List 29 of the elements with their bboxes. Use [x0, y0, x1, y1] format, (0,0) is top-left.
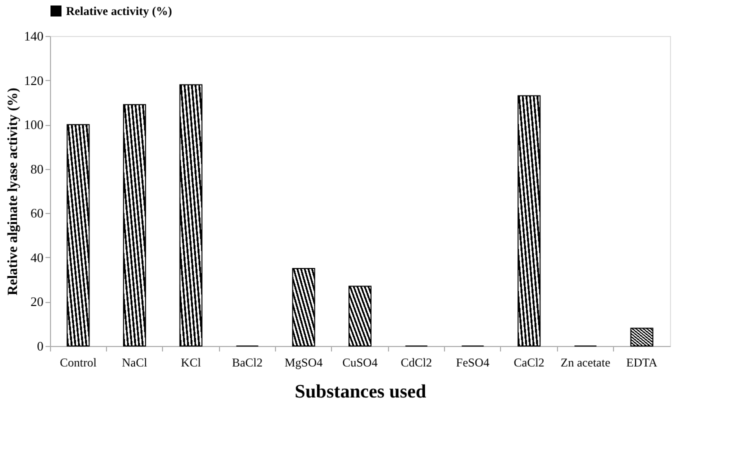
y-tick-label: 20 — [30, 294, 44, 310]
x-tick-label: CaCl2 — [514, 356, 544, 370]
x-tick-label: EDTA — [626, 356, 658, 370]
x-tick-label: FeSO4 — [456, 356, 490, 370]
x-tick-label: MgSO4 — [284, 356, 323, 370]
x-tick-label: Control — [60, 356, 98, 370]
legend-label: Relative activity (%) — [66, 4, 172, 18]
x-tick-label: BaCl2 — [232, 356, 263, 370]
x-axis-title: Substances used — [294, 382, 427, 402]
bar — [179, 84, 202, 346]
x-tick-label: KCl — [180, 356, 202, 370]
y-axis-title: Relative alginate lyase activity (%) — [6, 87, 21, 296]
x-tick-label: CuSO4 — [342, 356, 378, 370]
x-tick-label: CdCl2 — [400, 356, 432, 370]
x-tick-label: NaCl — [122, 356, 148, 370]
bar — [518, 95, 541, 346]
bar — [123, 104, 146, 346]
y-tick-label: 0 — [37, 338, 44, 354]
bar — [348, 286, 372, 346]
y-tick-label: 140 — [24, 28, 44, 44]
y-tick-label: 120 — [24, 72, 44, 88]
y-tick-label: 40 — [30, 250, 44, 265]
y-tick-label: 80 — [30, 161, 44, 176]
bar — [292, 268, 316, 346]
bar — [630, 328, 654, 346]
bar — [66, 124, 90, 346]
y-tick-label: 60 — [30, 206, 44, 221]
x-tick-label: Zn acetate — [560, 356, 610, 370]
y-tick-label: 100 — [24, 117, 44, 132]
